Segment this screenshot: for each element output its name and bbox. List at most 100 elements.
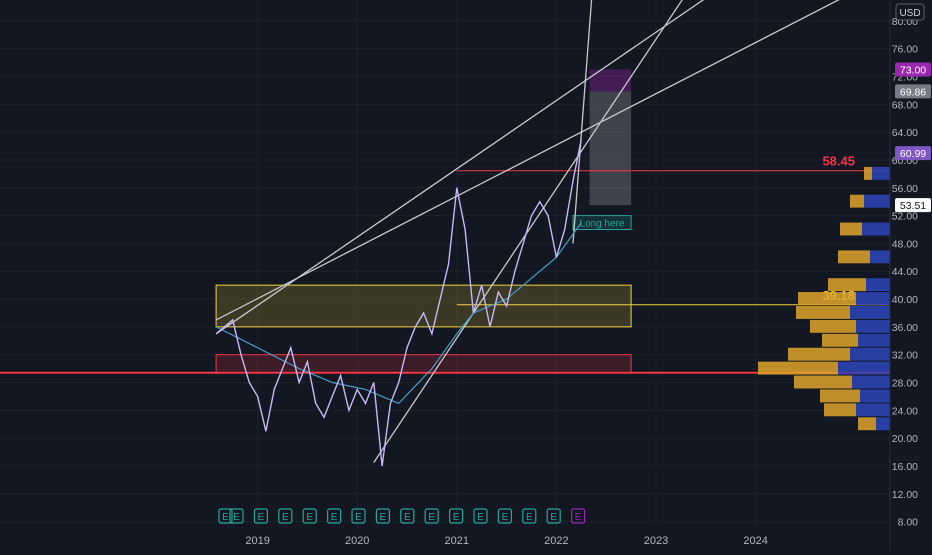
- y-tick-label: 48.00: [892, 238, 918, 250]
- earnings-marker-box: [351, 508, 366, 524]
- earnings-marker-label: E: [526, 512, 533, 523]
- level-label: 58.45: [822, 154, 855, 169]
- trend-line: [215, 0, 840, 321]
- price-line: [215, 138, 582, 467]
- earnings-marker-label: E: [380, 512, 387, 523]
- earnings-marker-box: [449, 508, 464, 524]
- y-tick-label: 64.00: [892, 127, 918, 139]
- vp-bar-down: [860, 389, 890, 403]
- earnings-marker-box: [218, 508, 233, 524]
- y-tick-label: 12.00: [892, 489, 918, 501]
- vp-bar-up: [788, 347, 850, 361]
- x-tick-label: 2022: [544, 535, 568, 547]
- earnings-marker-label: E: [502, 512, 509, 523]
- earnings-marker-label: E: [258, 512, 265, 523]
- trend-line: [373, 0, 683, 463]
- y-tick-label: 36.00: [892, 322, 918, 334]
- currency-badge: USD: [895, 3, 925, 21]
- y-tick-label: 8.00: [898, 517, 919, 529]
- vp-bar-down: [866, 278, 890, 292]
- earnings-marker-box: [253, 508, 268, 524]
- y-tick-label: 76.00: [892, 44, 918, 56]
- vp-bar-down: [858, 333, 890, 347]
- earnings-marker: E: [253, 508, 268, 524]
- earnings-marker-box: [302, 508, 317, 524]
- earnings-marker: E: [229, 508, 244, 524]
- trend-lines: [215, 0, 840, 463]
- price-tag-box: [895, 146, 931, 161]
- earnings-marker: E: [375, 508, 390, 524]
- y-tick-label: 56.00: [892, 183, 918, 195]
- earnings-marker: E: [327, 508, 342, 524]
- vp-bar-down: [850, 347, 890, 361]
- price-tag: 60.99: [895, 146, 931, 161]
- earnings-marker: E: [278, 508, 293, 524]
- price-tag: 53.51: [895, 198, 931, 213]
- earnings-marker-label: E: [428, 512, 435, 523]
- earnings-marker-label: E: [477, 512, 484, 523]
- position-box: [589, 69, 632, 206]
- y-tick-label: 16.00: [892, 461, 918, 473]
- zone-box: [572, 215, 632, 231]
- vp-bar-down: [870, 250, 890, 264]
- grid-lines: [0, 0, 890, 530]
- earnings-marker-label: E: [222, 512, 229, 523]
- price-tag-label: 53.51: [900, 200, 926, 212]
- vp-bar-down: [856, 403, 890, 417]
- vp-bar-up: [838, 250, 870, 264]
- earnings-marker-box: [278, 508, 293, 524]
- y-tick-label: 24.00: [892, 405, 918, 417]
- earnings-marker-box: [570, 508, 586, 524]
- earnings-marker-label: E: [282, 512, 289, 523]
- vp-bar-up: [820, 389, 860, 403]
- earnings-marker-box: [327, 508, 342, 524]
- price-tag-label: 60.99: [900, 148, 926, 160]
- earnings-marker-box: [424, 508, 439, 524]
- earnings-marker-label: E: [453, 512, 460, 523]
- vp-bar-up: [858, 417, 876, 431]
- currency-badge-box: [895, 3, 925, 21]
- earnings-marker-label: E: [404, 512, 411, 523]
- y-tick-label: 20.00: [892, 433, 918, 445]
- y-tick-label: 28.00: [892, 378, 918, 390]
- earnings-marker-label: E: [233, 512, 240, 523]
- earnings-marker-box: [522, 508, 537, 524]
- earnings-marker: E: [400, 508, 415, 524]
- vp-bar-down: [872, 166, 890, 180]
- zone-label: Long here: [580, 219, 625, 230]
- x-tick-label: 2024: [743, 535, 767, 547]
- earnings-marker-box: [229, 508, 244, 524]
- earnings-marker-box: [375, 508, 390, 524]
- vp-bar-up: [828, 278, 866, 292]
- earnings-marker-box: [497, 508, 512, 524]
- earnings-marker-label: E: [575, 512, 582, 523]
- earnings-marker: E: [546, 508, 561, 524]
- y-tick-label: 68.00: [892, 99, 918, 111]
- target-zone: [589, 69, 632, 92]
- earnings-marker: E: [351, 508, 366, 524]
- y-tick-label: 32.00: [892, 350, 918, 362]
- price-tag-box: [895, 84, 931, 99]
- vp-bar-down: [856, 292, 890, 306]
- currency-label: USD: [899, 8, 920, 19]
- volume-profile: [758, 166, 890, 431]
- earnings-marker-box: [473, 508, 488, 524]
- vp-bar-up: [758, 361, 838, 375]
- earnings-marker-box: [546, 508, 561, 524]
- earnings-marker: E: [424, 508, 439, 524]
- zone-box: [215, 284, 632, 328]
- price-tag-box: [895, 62, 931, 77]
- y-tick-label: 44.00: [892, 266, 918, 278]
- vp-bar-up: [822, 333, 858, 347]
- earnings-marker-label: E: [331, 512, 338, 523]
- moving-average-line: [215, 222, 582, 405]
- earnings-marker-label: E: [355, 512, 362, 523]
- price-tag-label: 73.00: [900, 65, 926, 77]
- time-axis: 2019 2020 2021 2022 2023 2024: [245, 535, 767, 547]
- vp-bar-down: [864, 194, 890, 208]
- earnings-marker: E: [497, 508, 512, 524]
- zones: Long here: [215, 215, 632, 374]
- vp-bar-down: [852, 375, 890, 389]
- earnings-marker: E: [218, 508, 233, 524]
